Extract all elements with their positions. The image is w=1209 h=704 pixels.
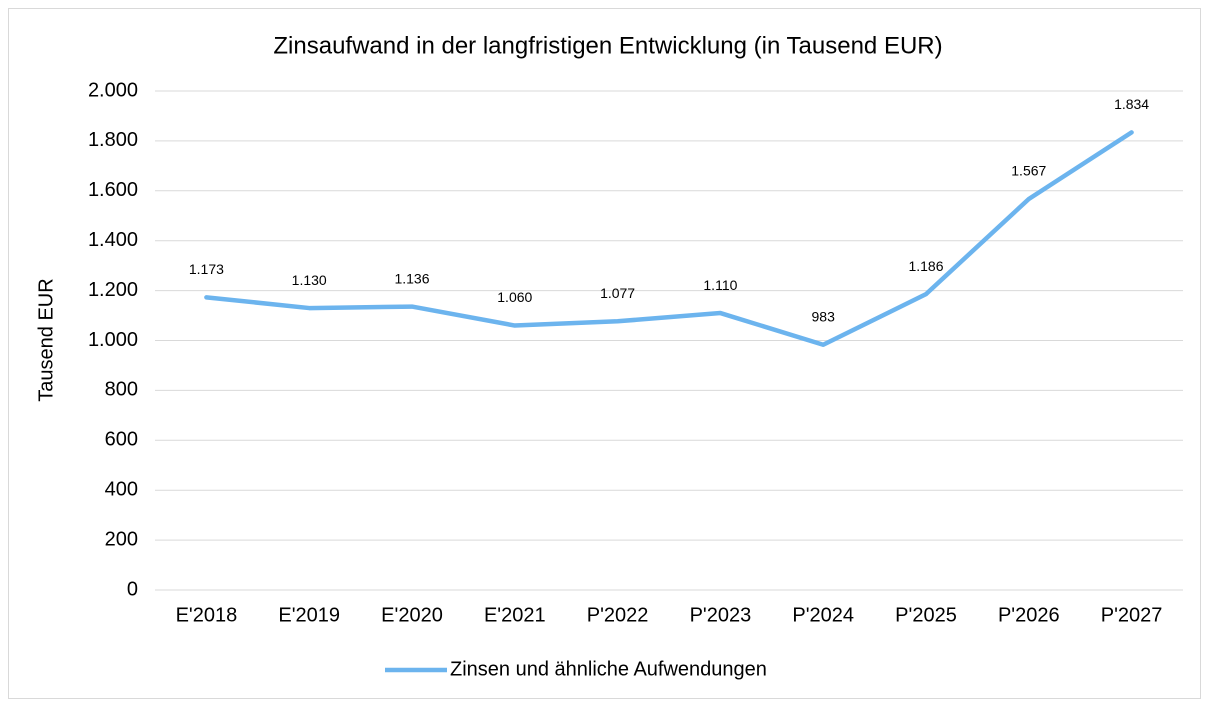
data-label: 1.834 [1114, 96, 1149, 112]
y-axis-label: Tausend EUR [35, 278, 57, 401]
y-tick-label: 1.800 [88, 129, 138, 151]
legend-label: Zinsen und ähnliche Aufwendungen [450, 658, 767, 680]
x-tick-label: P'2025 [895, 604, 957, 626]
data-label: 1.173 [189, 261, 224, 277]
x-tick-label: E'2018 [176, 604, 238, 626]
y-tick-label: 400 [105, 478, 138, 500]
y-tick-label: 1.200 [88, 279, 138, 301]
data-label: 983 [812, 308, 836, 324]
x-tick-label: P'2024 [792, 604, 854, 626]
y-tick-label: 600 [105, 429, 138, 451]
chart-title: Zinsaufwand in der langfristigen Entwick… [273, 32, 942, 59]
data-line [204, 130, 1134, 347]
x-tick-label: P'2022 [587, 604, 649, 626]
x-tick-label: P'2027 [1101, 604, 1163, 626]
y-tick-label: 1.000 [88, 329, 138, 351]
y-tick-label: 2.000 [88, 79, 138, 101]
data-label: 1.130 [292, 272, 327, 288]
y-tick-label: 0 [127, 578, 138, 600]
x-tick-label: P'2026 [998, 604, 1060, 626]
data-label: 1.186 [908, 258, 943, 274]
y-tick-label: 1.400 [88, 229, 138, 251]
data-label: 1.567 [1011, 163, 1046, 179]
y-tick-label: 1.600 [88, 179, 138, 201]
data-label: 1.077 [600, 285, 635, 301]
x-tick-label: E'2020 [381, 604, 443, 626]
chart-frame [8, 8, 1201, 699]
x-tick-label: E'2019 [278, 604, 340, 626]
data-label: 1.136 [394, 270, 429, 286]
y-tick-label: 200 [105, 528, 138, 550]
data-label: 1.060 [497, 289, 532, 305]
x-tick-label: E'2021 [484, 604, 546, 626]
data-label: 1.110 [703, 277, 737, 293]
y-tick-label: 800 [105, 379, 138, 401]
x-tick-label: P'2023 [690, 604, 752, 626]
